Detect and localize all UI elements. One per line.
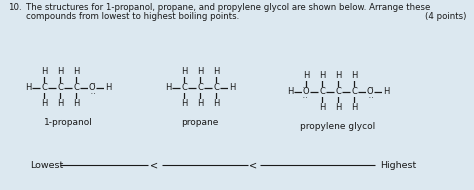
Text: (4 points): (4 points) [425, 12, 466, 21]
Text: C: C [335, 88, 341, 97]
Text: 1-propanol: 1-propanol [44, 118, 92, 127]
Text: H: H [41, 100, 47, 108]
Text: H: H [335, 104, 341, 112]
Text: C: C [41, 83, 47, 93]
Text: H: H [73, 100, 79, 108]
Text: H: H [383, 88, 389, 97]
Text: H: H [303, 71, 309, 81]
Text: H: H [181, 100, 187, 108]
Text: H: H [213, 67, 219, 77]
Text: C: C [213, 83, 219, 93]
Text: C: C [319, 88, 325, 97]
Text: O: O [303, 88, 310, 97]
Text: H: H [57, 67, 63, 77]
Text: H: H [197, 67, 203, 77]
Text: ..: .. [367, 85, 375, 89]
Text: H: H [25, 83, 31, 93]
Text: O: O [367, 88, 374, 97]
Text: compounds from lowest to highest boiling points.: compounds from lowest to highest boiling… [26, 12, 239, 21]
Text: propane: propane [182, 118, 219, 127]
Text: C: C [197, 83, 203, 93]
Text: <: < [150, 160, 158, 170]
Text: 10.: 10. [8, 3, 22, 12]
Text: H: H [287, 88, 293, 97]
Text: H: H [181, 67, 187, 77]
Text: O: O [89, 83, 95, 93]
Text: H: H [105, 83, 111, 93]
Text: ..: .. [367, 94, 375, 100]
Text: ..: .. [301, 85, 309, 89]
Text: ..: .. [301, 94, 309, 100]
Text: H: H [351, 104, 357, 112]
Text: H: H [319, 104, 325, 112]
Text: H: H [197, 100, 203, 108]
Text: The structures for 1-propanol, propane, and propylene glycol are shown below. Ar: The structures for 1-propanol, propane, … [26, 3, 430, 12]
Text: H: H [73, 67, 79, 77]
Text: H: H [57, 100, 63, 108]
Text: H: H [351, 71, 357, 81]
Text: H: H [213, 100, 219, 108]
Text: ..: .. [89, 90, 97, 96]
Text: C: C [181, 83, 187, 93]
Text: C: C [73, 83, 79, 93]
Text: <: < [249, 160, 257, 170]
Text: H: H [229, 83, 235, 93]
Text: H: H [319, 71, 325, 81]
Text: Highest: Highest [380, 161, 416, 169]
Text: H: H [165, 83, 171, 93]
Text: Lowest: Lowest [30, 161, 63, 169]
Text: ..: .. [89, 81, 97, 86]
Text: C: C [57, 83, 63, 93]
Text: H: H [41, 67, 47, 77]
Text: H: H [335, 71, 341, 81]
Text: propylene glycol: propylene glycol [301, 122, 375, 131]
Text: C: C [351, 88, 357, 97]
